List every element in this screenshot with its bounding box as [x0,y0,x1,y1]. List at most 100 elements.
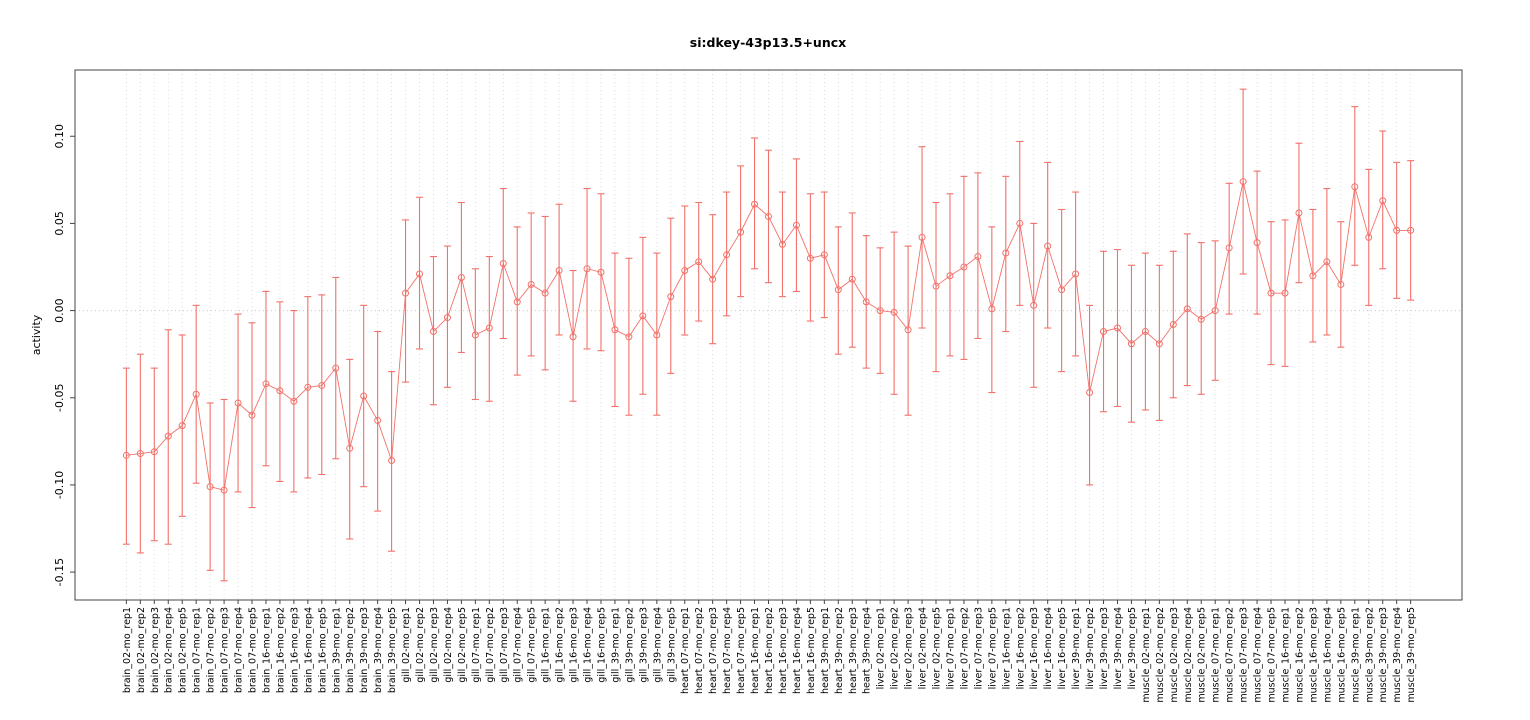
x-tick-label: liver_39-mo_rep5 [1127,607,1138,689]
data-point [597,268,605,276]
x-tick-label: liver_07-mo_rep2 [959,607,970,689]
data-point [220,486,228,494]
x-tick-label: brain_02-mo_rep4 [164,607,175,693]
x-tick-label: brain_02-mo_rep1 [122,607,133,693]
x-tick-label: heart_07-mo_rep3 [708,607,719,694]
data-point [751,200,759,208]
data-point [569,333,577,341]
x-tick-label: liver_16-mo_rep4 [1043,607,1054,689]
y-tick-label: -0.15 [53,558,66,586]
y-axis-title: activity [30,314,43,355]
axes: brain_02-mo_rep1 brain_02-mo_rep2 brain_02… [53,124,1417,703]
x-tick-label: brain_39-mo_rep1 [331,607,342,693]
data-point [1267,289,1275,297]
data-point [862,298,870,306]
data-point [248,411,256,419]
data-point [1058,286,1066,294]
x-tick-label: brain_16-mo_rep4 [303,607,314,693]
x-tick-label: gill_16-mo_rep5 [596,607,607,683]
x-tick-label: liver_16-mo_rep1 [1001,607,1012,689]
data-point [1127,340,1135,348]
x-tick-label: heart_16-mo_rep5 [806,607,817,694]
x-tick-label: liver_02-mo_rep1 [876,607,887,689]
x-tick-label: heart_16-mo_rep1 [750,607,761,694]
data-point [1309,272,1317,280]
x-tick-label: brain_07-mo_rep2 [206,607,217,693]
data-point [402,289,410,297]
x-tick-label: heart_07-mo_rep2 [694,607,705,694]
data-point [1239,178,1247,186]
data-point [667,293,675,301]
x-tick-label: brain_16-mo_rep5 [317,607,328,693]
x-tick-label: heart_16-mo_rep4 [792,607,803,694]
x-tick-label: muscle_39-mo_rep1 [1350,607,1361,703]
x-tick-label: brain_16-mo_rep3 [289,607,300,693]
data-point [416,270,424,278]
x-tick-label: muscle_07-mo_rep4 [1253,607,1264,703]
x-tick-label: heart_39-mo_rep4 [862,607,873,694]
data-point [192,390,200,398]
x-tick-label: muscle_02-mo_rep4 [1183,607,1194,703]
x-tick-label: gill_39-mo_rep3 [638,607,649,683]
data-point [485,324,493,332]
x-tick-label: gill_16-mo_rep1 [541,607,552,683]
x-tick-label: gill_07-mo_rep3 [499,607,510,683]
data-point [1211,307,1219,315]
data-point [848,275,856,283]
data-point [1072,270,1080,278]
x-tick-label: liver_39-mo_rep3 [1099,607,1110,689]
data-point [792,221,800,229]
x-tick-label: muscle_02-mo_rep5 [1197,607,1208,703]
data-point [290,397,298,405]
x-tick-label: muscle_02-mo_rep1 [1141,607,1152,703]
data-point [1155,340,1163,348]
data-point [346,444,354,452]
data-point [1225,244,1233,252]
x-tick-label: liver_02-mo_rep4 [918,607,929,689]
data-point [1393,226,1401,234]
x-tick-label: muscle_07-mo_rep5 [1267,607,1278,703]
x-tick-label: muscle_02-mo_rep3 [1169,607,1180,703]
data-point [1141,328,1149,336]
x-tick-label: liver_16-mo_rep2 [1015,607,1026,689]
data-point [1295,209,1303,217]
x-tick-label: gill_02-mo_rep5 [457,607,468,683]
x-tick-label: brain_39-mo_rep3 [359,607,370,693]
data-point [1323,258,1331,266]
x-tick-label: gill_07-mo_rep5 [527,607,538,683]
x-tick-label: brain_39-mo_rep4 [373,607,384,693]
x-tick-label: gill_02-mo_rep1 [401,607,412,683]
x-tick-label: liver_07-mo_rep1 [945,607,956,689]
y-tick-label: -0.10 [53,471,66,499]
data-point [234,399,242,407]
data-point [988,305,996,313]
data-point [513,298,521,306]
x-tick-label: gill_02-mo_rep3 [429,607,440,683]
data-point [429,328,437,336]
data-point [723,251,731,259]
plot-border [74,69,1463,601]
x-tick-label: liver_07-mo_rep5 [987,607,998,689]
data-point [541,289,549,297]
x-tick-label: muscle_16-mo_rep1 [1280,607,1291,703]
data-point [737,228,745,236]
x-tick-label: gill_07-mo_rep1 [471,607,482,683]
data-point [806,254,814,262]
data-point [1030,301,1038,309]
x-tick-label: liver_16-mo_rep3 [1029,607,1040,689]
data-point [262,380,270,388]
x-tick-label: muscle_16-mo_rep2 [1294,607,1305,703]
data-point [136,450,144,458]
data-point [946,272,954,280]
data-point [527,280,535,288]
x-tick-label: heart_39-mo_rep3 [848,607,859,694]
data-point [1197,315,1205,323]
x-tick-label: heart_07-mo_rep4 [722,607,733,694]
x-tick-label: brain_07-mo_rep5 [248,607,259,693]
x-tick-label: liver_02-mo_rep5 [932,607,943,689]
data-point [1337,280,1345,288]
x-tick-label: muscle_39-mo_rep2 [1364,607,1375,703]
data-point [653,331,661,339]
x-tick-label: heart_39-mo_rep1 [820,607,831,694]
